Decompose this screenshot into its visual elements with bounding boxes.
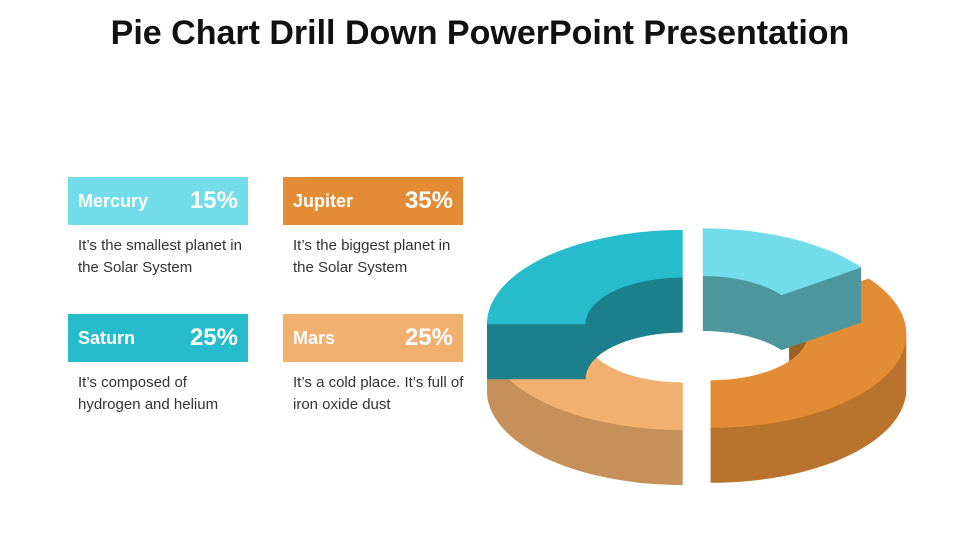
card-mercury-percent: 15% bbox=[189, 187, 238, 214]
card-saturn-name: Saturn bbox=[78, 327, 136, 348]
card-mars-name: Mars bbox=[293, 327, 336, 348]
card-mars-percent: 25% bbox=[404, 324, 453, 351]
card-mercury-description: It’s the smallest planet in the Solar Sy… bbox=[78, 237, 242, 276]
card-mercury-header: Mercury 15% bbox=[68, 177, 248, 225]
card-mars-header: Mars 25% bbox=[283, 314, 463, 362]
card-mars-description: It’s a cold place. It’s full of iron oxi… bbox=[293, 374, 464, 413]
card-mercury-name: Mercury bbox=[78, 190, 149, 211]
page-title: Pie Chart Drill Down PowerPoint Presenta… bbox=[110, 14, 850, 52]
card-saturn: Saturn 25% It’s composed of hydrogen and… bbox=[68, 314, 248, 416]
slice-saturn-top bbox=[486, 230, 683, 325]
card-jupiter-name: Jupiter bbox=[293, 190, 354, 211]
card-jupiter-header: Jupiter 35% bbox=[283, 177, 463, 225]
card-jupiter: Jupiter 35% It’s the biggest planet in t… bbox=[283, 177, 463, 279]
card-jupiter-description: It’s the biggest planet in the Solar Sys… bbox=[293, 237, 451, 276]
slice-saturn-side-start bbox=[486, 323, 586, 380]
card-saturn-header: Saturn 25% bbox=[68, 314, 248, 362]
card-mercury: Mercury 15% It’s the smallest planet in … bbox=[68, 177, 248, 279]
card-saturn-percent: 25% bbox=[189, 324, 238, 351]
card-saturn-description: It’s composed of hydrogen and helium bbox=[78, 374, 219, 413]
slice-mercury-top bbox=[702, 228, 862, 296]
card-jupiter-percent: 35% bbox=[404, 187, 453, 214]
card-mars: Mars 25% It’s a cold place. It’s full of… bbox=[283, 314, 463, 416]
